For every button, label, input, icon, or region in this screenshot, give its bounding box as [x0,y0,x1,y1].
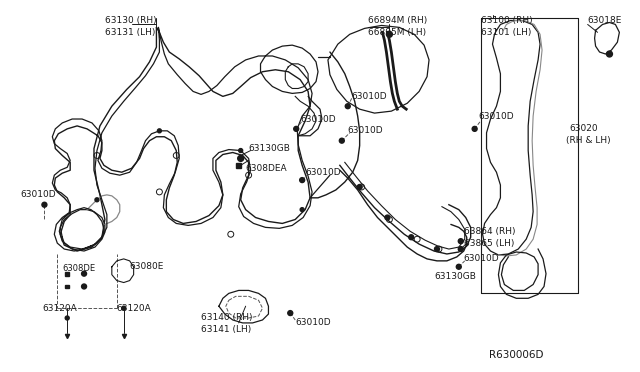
Circle shape [65,316,69,320]
Text: 63120A: 63120A [42,304,77,312]
Text: 63130GB: 63130GB [248,144,291,153]
Circle shape [385,215,390,220]
Text: 63140 (RH): 63140 (RH) [201,314,253,323]
Text: 63120A: 63120A [116,304,152,312]
Circle shape [239,148,243,153]
Circle shape [472,126,477,131]
Text: 63020: 63020 [570,124,598,134]
Text: 63010D: 63010D [305,168,340,177]
Text: 63101 (LH): 63101 (LH) [481,28,531,37]
Circle shape [288,311,292,315]
Text: 63130GB: 63130GB [434,272,476,281]
Circle shape [237,155,244,161]
Text: 63141 (LH): 63141 (LH) [201,326,252,334]
Text: 66894M (RH): 66894M (RH) [367,16,427,25]
Text: 63130 (RH): 63130 (RH) [105,16,157,25]
Circle shape [409,235,413,240]
Text: 63864 (RH): 63864 (RH) [464,227,515,236]
Text: 63010D: 63010D [295,318,331,327]
Circle shape [300,208,304,212]
Bar [236,163,241,168]
Text: 63865 (LH): 63865 (LH) [464,238,514,248]
Circle shape [387,31,392,37]
Circle shape [357,185,362,189]
Text: 6308DE: 6308DE [62,264,95,273]
Text: 63010D: 63010D [20,190,56,199]
Circle shape [95,198,99,202]
Circle shape [122,306,125,310]
Text: 63018E: 63018E [588,16,622,25]
Circle shape [339,138,344,143]
Text: 63010D: 63010D [479,112,514,121]
Circle shape [294,126,299,131]
Circle shape [435,247,440,251]
Circle shape [458,247,463,251]
Text: 63080E: 63080E [130,262,164,271]
Circle shape [81,284,86,289]
Text: 66895M (LH): 66895M (LH) [367,28,426,37]
Text: 63010D: 63010D [464,254,499,263]
Circle shape [456,264,461,269]
Circle shape [81,271,86,276]
Circle shape [42,202,47,207]
Text: 63100 (RH): 63100 (RH) [481,16,532,25]
Text: 6308DEA: 6308DEA [246,164,287,173]
Circle shape [607,51,612,57]
Text: 63010D: 63010D [348,126,383,135]
Text: 63131 (LH): 63131 (LH) [105,28,156,37]
Circle shape [300,177,305,183]
Text: R630006D: R630006D [488,350,543,360]
Text: 63010D: 63010D [352,92,387,101]
Circle shape [157,129,161,133]
Text: (RH & LH): (RH & LH) [566,136,611,145]
Circle shape [458,239,463,244]
Circle shape [345,104,350,109]
Bar [65,272,69,276]
Bar [65,285,69,288]
Text: 63010D: 63010D [300,115,336,124]
